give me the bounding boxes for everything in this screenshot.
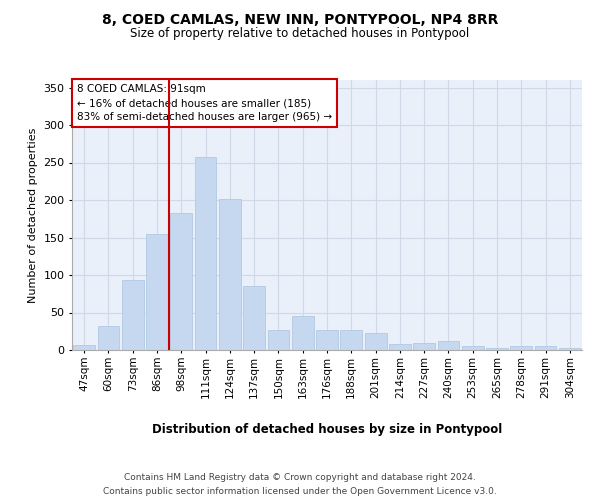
Bar	[511, 346, 532, 350]
Y-axis label: Number of detached properties: Number of detached properties	[28, 128, 38, 302]
Text: Contains public sector information licensed under the Open Government Licence v3: Contains public sector information licen…	[103, 488, 497, 496]
Text: Distribution of detached houses by size in Pontypool: Distribution of detached houses by size …	[152, 422, 502, 436]
Text: 8 COED CAMLAS: 91sqm
← 16% of detached houses are smaller (185)
83% of semi-deta: 8 COED CAMLAS: 91sqm ← 16% of detached h…	[77, 84, 332, 122]
Bar	[486, 348, 508, 350]
Bar	[97, 326, 119, 350]
Bar	[365, 333, 386, 350]
Text: Contains HM Land Registry data © Crown copyright and database right 2024.: Contains HM Land Registry data © Crown c…	[124, 472, 476, 482]
Bar	[340, 330, 362, 350]
Bar	[389, 344, 411, 350]
Bar	[170, 213, 192, 350]
Bar	[268, 330, 289, 350]
Bar	[292, 316, 314, 350]
Bar	[559, 348, 581, 350]
Text: Size of property relative to detached houses in Pontypool: Size of property relative to detached ho…	[130, 28, 470, 40]
Bar	[437, 341, 460, 350]
Text: 8, COED CAMLAS, NEW INN, PONTYPOOL, NP4 8RR: 8, COED CAMLAS, NEW INN, PONTYPOOL, NP4 …	[102, 12, 498, 26]
Bar	[122, 280, 143, 350]
Bar	[413, 342, 435, 350]
Bar	[316, 330, 338, 350]
Bar	[219, 199, 241, 350]
Bar	[243, 286, 265, 350]
Bar	[462, 346, 484, 350]
Bar	[535, 346, 556, 350]
Bar	[194, 156, 217, 350]
Bar	[73, 345, 95, 350]
Bar	[146, 234, 168, 350]
